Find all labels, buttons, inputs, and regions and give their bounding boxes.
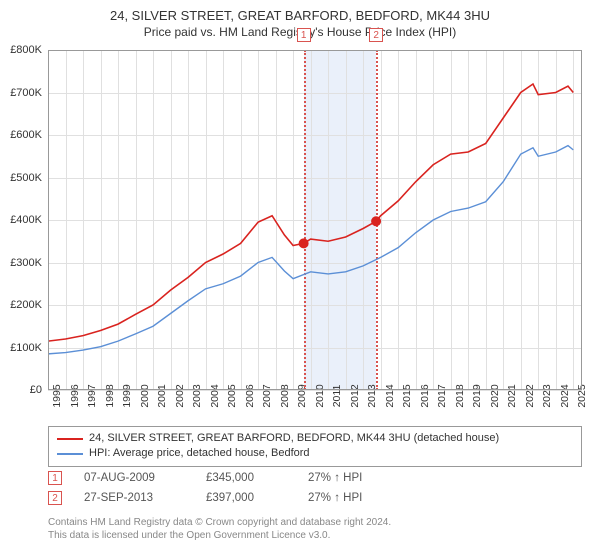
transaction-row: 1 07-AUG-2009 £345,000 27% ↑ HPI — [48, 468, 388, 488]
transaction-row: 2 27-SEP-2013 £397,000 27% ↑ HPI — [48, 488, 388, 508]
y-axis-label: £300K — [0, 257, 42, 269]
event-flag: 1 — [297, 28, 311, 42]
transaction-price: £345,000 — [206, 472, 286, 484]
y-axis-label: £600K — [0, 129, 42, 141]
legend-swatch — [57, 453, 83, 455]
chart-title: 24, SILVER STREET, GREAT BARFORD, BEDFOR… — [0, 0, 600, 25]
footer-line: Contains HM Land Registry data © Crown c… — [48, 516, 391, 529]
legend-label: HPI: Average price, detached house, Bedf… — [89, 446, 310, 461]
chart-area: £0£100K£200K£300K£400K£500K£600K£700K£80… — [48, 50, 582, 390]
y-axis-label: £200K — [0, 299, 42, 311]
y-axis-label: £0 — [0, 384, 42, 396]
transaction-price: £397,000 — [206, 492, 286, 504]
transaction-date: 27-SEP-2013 — [84, 492, 184, 504]
plot-region — [48, 50, 582, 390]
legend-item: 24, SILVER STREET, GREAT BARFORD, BEDFOR… — [57, 431, 573, 446]
y-axis-label: £700K — [0, 87, 42, 99]
y-axis-label: £400K — [0, 214, 42, 226]
legend-swatch — [57, 438, 83, 440]
chart-container: 24, SILVER STREET, GREAT BARFORD, BEDFOR… — [0, 0, 600, 560]
transaction-flag: 2 — [48, 491, 62, 505]
transaction-diff: 27% ↑ HPI — [308, 492, 388, 504]
footer-attribution: Contains HM Land Registry data © Crown c… — [48, 516, 391, 542]
transaction-date: 07-AUG-2009 — [84, 472, 184, 484]
event-flag: 2 — [369, 28, 383, 42]
y-axis-label: £800K — [0, 44, 42, 56]
transactions-table: 1 07-AUG-2009 £345,000 27% ↑ HPI 2 27-SE… — [48, 468, 388, 508]
legend: 24, SILVER STREET, GREAT BARFORD, BEDFOR… — [48, 426, 582, 467]
footer-line: This data is licensed under the Open Gov… — [48, 529, 391, 542]
transaction-diff: 27% ↑ HPI — [308, 472, 388, 484]
y-axis-label: £500K — [0, 172, 42, 184]
legend-label: 24, SILVER STREET, GREAT BARFORD, BEDFOR… — [89, 431, 499, 446]
legend-item: HPI: Average price, detached house, Bedf… — [57, 446, 573, 461]
y-axis-label: £100K — [0, 342, 42, 354]
transaction-flag: 1 — [48, 471, 62, 485]
